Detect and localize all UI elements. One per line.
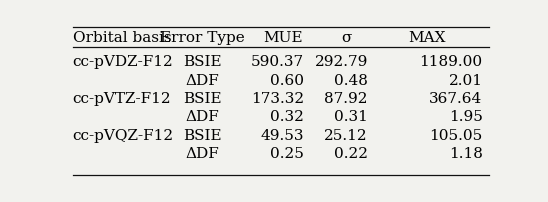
Text: 49.53: 49.53	[261, 129, 304, 143]
Text: ΔDF: ΔDF	[185, 147, 219, 161]
Text: 590.37: 590.37	[251, 55, 304, 69]
Text: 0.22: 0.22	[334, 147, 368, 161]
Text: 1189.00: 1189.00	[419, 55, 483, 69]
Text: cc-pVQZ-F12: cc-pVQZ-F12	[73, 129, 174, 143]
Text: 1.18: 1.18	[449, 147, 483, 161]
Text: 173.32: 173.32	[251, 92, 304, 106]
Text: 0.32: 0.32	[270, 110, 304, 124]
Text: 0.60: 0.60	[270, 74, 304, 88]
Text: Error Type: Error Type	[160, 31, 244, 45]
Text: ΔDF: ΔDF	[185, 110, 219, 124]
Text: 0.25: 0.25	[270, 147, 304, 161]
Text: 0.48: 0.48	[334, 74, 368, 88]
Text: ΔDF: ΔDF	[185, 74, 219, 88]
Text: MAX: MAX	[409, 31, 446, 45]
Text: 367.64: 367.64	[429, 92, 483, 106]
Text: BSIE: BSIE	[183, 92, 221, 106]
Text: 0.31: 0.31	[334, 110, 368, 124]
Text: MUE: MUE	[263, 31, 303, 45]
Text: 1.95: 1.95	[449, 110, 483, 124]
Text: BSIE: BSIE	[183, 129, 221, 143]
Text: 2.01: 2.01	[449, 74, 483, 88]
Text: 105.05: 105.05	[429, 129, 483, 143]
Text: BSIE: BSIE	[183, 55, 221, 69]
Text: cc-pVTZ-F12: cc-pVTZ-F12	[73, 92, 172, 106]
Text: Orbital basis: Orbital basis	[73, 31, 172, 45]
Text: 87.92: 87.92	[324, 92, 368, 106]
Text: 292.79: 292.79	[315, 55, 368, 69]
Text: 25.12: 25.12	[324, 129, 368, 143]
Text: cc-pVDZ-F12: cc-pVDZ-F12	[73, 55, 174, 69]
Text: σ: σ	[341, 31, 352, 45]
